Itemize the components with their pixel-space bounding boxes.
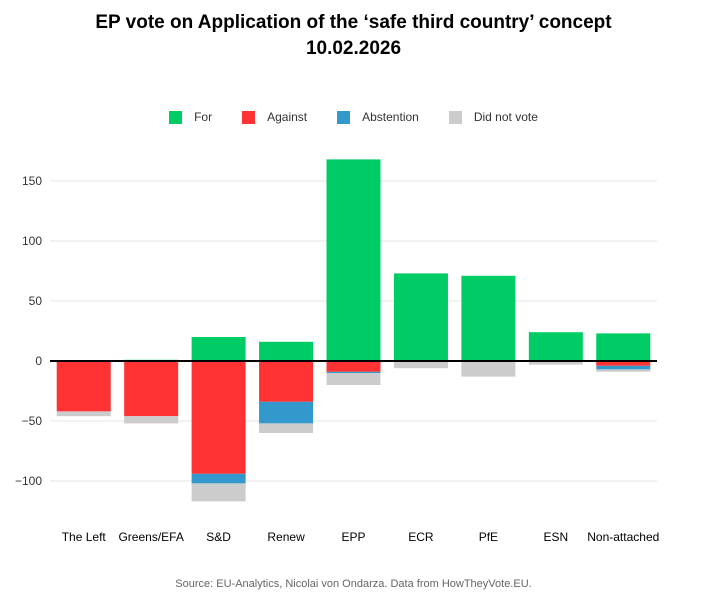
bar-against: [596, 361, 651, 366]
bar-for: [259, 341, 314, 361]
bar-abstention: [191, 473, 246, 484]
legend-item-for[interactable]: For: [169, 110, 212, 124]
x-tick-label: EPP: [341, 530, 365, 544]
bar-for: [461, 275, 516, 361]
bar-did-not-vote: [259, 423, 314, 433]
y-tick-label: 50: [29, 294, 43, 308]
bar-did-not-vote: [56, 411, 111, 417]
bar-for: [191, 337, 246, 361]
legend-swatch: [169, 110, 183, 124]
y-tick-label: 100: [22, 234, 42, 248]
bar-abstention: [326, 371, 381, 373]
bar-did-not-vote: [191, 483, 246, 502]
x-tick-label: Non-attached: [587, 530, 659, 544]
bar-for: [528, 332, 583, 361]
bar-against: [56, 361, 111, 412]
y-tick-label: −100: [15, 474, 42, 488]
legend-label: Against: [267, 110, 308, 124]
x-tick-label: Greens/EFA: [118, 530, 183, 544]
bar-did-not-vote: [326, 373, 381, 385]
x-tick-label: ESN: [543, 530, 568, 544]
y-tick-label: 150: [22, 174, 42, 188]
chart-title: EP vote on Application of the ‘safe thir…: [95, 12, 612, 33]
legend-item-did-not-vote[interactable]: Did not vote: [448, 110, 538, 124]
bar-for: [393, 273, 448, 361]
bar-against: [259, 361, 314, 402]
legend-label: For: [194, 110, 213, 124]
bar-abstention: [596, 365, 651, 370]
x-tick-label: PfE: [479, 530, 498, 544]
legend-label: Did not vote: [473, 110, 538, 124]
y-tick-label: 0: [35, 354, 42, 368]
x-tick-label: Renew: [267, 530, 305, 544]
bar-for: [326, 159, 381, 361]
x-tick-label: S&D: [206, 530, 231, 544]
source-note: Source: EU-Analytics, Nicolai von Ondarz…: [175, 578, 532, 590]
legend-label: Abstention: [362, 110, 419, 124]
x-tick-label: The Left: [62, 530, 107, 544]
bar-did-not-vote: [393, 361, 448, 369]
legend-item-abstention[interactable]: Abstention: [337, 110, 419, 124]
bar-against: [191, 361, 246, 474]
legend-swatch: [448, 110, 462, 124]
y-tick-label: −50: [22, 414, 43, 428]
legend: For Against Abstention Did not vote: [0, 110, 707, 124]
bar-did-not-vote: [596, 369, 651, 372]
bar-abstention: [259, 401, 314, 424]
x-tick-label: ECR: [408, 530, 434, 544]
bar-against: [124, 361, 179, 417]
legend-item-against[interactable]: Against: [242, 110, 307, 124]
bar-did-not-vote: [528, 361, 583, 365]
legend-swatch: [242, 110, 256, 124]
bar-did-not-vote: [461, 361, 516, 377]
legend-swatch: [337, 110, 351, 124]
bar-did-not-vote: [124, 416, 179, 424]
bar-for: [596, 333, 651, 361]
bar-against: [326, 361, 381, 372]
chart-subtitle: 10.02.2026: [305, 38, 402, 59]
